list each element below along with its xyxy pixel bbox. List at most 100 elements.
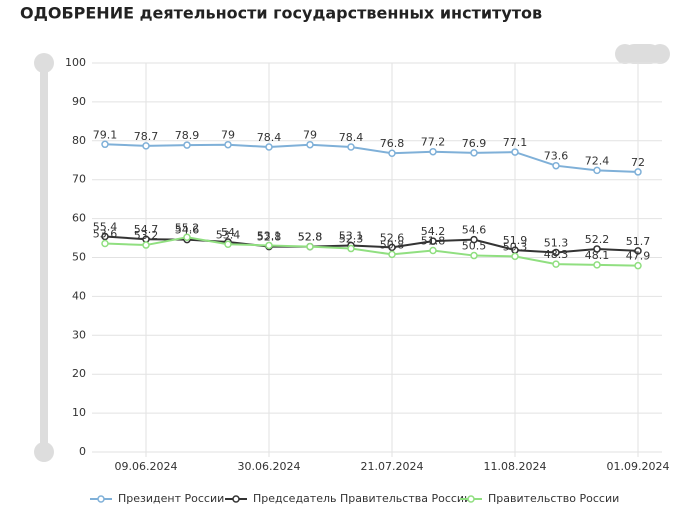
- point: [470, 251, 478, 260]
- data-label: 55.2: [175, 221, 200, 234]
- data-label: 78.4: [257, 131, 282, 144]
- data-label: 54: [221, 226, 235, 239]
- point: [183, 233, 191, 242]
- point: [224, 140, 232, 149]
- legend-marker: [97, 495, 105, 503]
- data-label: 78.4: [339, 131, 364, 144]
- point: [470, 149, 478, 157]
- legend-label: Председатель Правительства России: [253, 492, 471, 505]
- slider-handle-bottom[interactable]: [34, 442, 54, 462]
- data-label: 48.1: [585, 249, 610, 262]
- data-label: 55.4: [93, 220, 118, 233]
- point: [265, 143, 273, 151]
- range-slider[interactable]: [40, 63, 48, 452]
- data-label: 53.6: [93, 227, 118, 240]
- data-label: 50.3: [503, 240, 528, 253]
- point: [347, 244, 355, 253]
- data-label: 54.6: [175, 224, 200, 237]
- point: [306, 242, 314, 251]
- data-label: 54.2: [421, 225, 446, 238]
- x-tick-label: 01.09.2024: [607, 460, 670, 473]
- point: [388, 243, 396, 252]
- data-label: 76.8: [380, 137, 405, 150]
- series-line: [104, 236, 639, 267]
- point: [593, 261, 601, 269]
- legend-marker: [467, 495, 475, 503]
- point: [388, 149, 396, 157]
- x-slider-handle-left[interactable]: [615, 44, 635, 64]
- point: [511, 252, 519, 261]
- data-label: 48.3: [544, 248, 569, 261]
- legend-label: Президент России: [118, 492, 224, 505]
- data-label: 78.9: [175, 129, 200, 142]
- data-label: 53.4: [216, 228, 241, 241]
- y-tick-label: 100: [65, 56, 86, 69]
- data-label: 79: [221, 129, 235, 142]
- y-tick-label: 20: [72, 367, 86, 380]
- point: [388, 250, 396, 259]
- data-label: 79: [303, 129, 317, 142]
- data-label: 50.5: [462, 240, 487, 253]
- data-label: 51.9: [503, 234, 528, 247]
- legend-marker: [232, 495, 240, 503]
- data-label: 53.2: [134, 229, 159, 242]
- point: [101, 140, 109, 149]
- data-label: 52.3: [339, 233, 364, 246]
- data-label: 77.2: [421, 136, 446, 149]
- point: [183, 141, 191, 149]
- data-label: 52.8: [298, 231, 323, 244]
- point: [552, 248, 560, 257]
- data-label: 51.7: [626, 235, 651, 248]
- y-tick-label: 50: [72, 251, 86, 264]
- point: [306, 140, 314, 149]
- point: [101, 232, 109, 241]
- point: [634, 168, 642, 176]
- data-label: 76.9: [462, 137, 487, 150]
- y-tick-label: 0: [79, 445, 86, 458]
- data-label: 52.6: [380, 231, 405, 244]
- y-tick-label: 70: [72, 173, 86, 186]
- data-label: 47.9: [626, 250, 651, 263]
- data-label: 54.7: [134, 223, 159, 236]
- data-label: 51.3: [544, 236, 569, 249]
- y-tick-label: 80: [72, 134, 86, 147]
- point: [634, 261, 642, 270]
- y-tick-label: 90: [72, 95, 86, 108]
- point: [429, 237, 437, 245]
- series-line: [104, 235, 639, 254]
- point: [593, 166, 601, 175]
- data-label: 72.4: [585, 154, 610, 167]
- point: [265, 241, 273, 250]
- point: [552, 260, 560, 268]
- point: [347, 143, 355, 151]
- data-label: 53.1: [257, 229, 282, 242]
- data-label: 51.8: [421, 234, 446, 247]
- point: [429, 147, 437, 156]
- point: [429, 246, 437, 255]
- y-tick-label: 40: [72, 289, 86, 302]
- data-label: 79.1: [93, 128, 118, 141]
- data-label: 77.1: [503, 136, 528, 149]
- data-label: 54.6: [462, 224, 487, 237]
- slider-handle-top[interactable]: [34, 53, 54, 73]
- legend-label: Правительство России: [488, 492, 619, 505]
- point: [224, 240, 232, 249]
- point: [593, 245, 601, 253]
- x-tick-label: 11.08.2024: [484, 460, 547, 473]
- point: [470, 235, 478, 244]
- data-label: 53.1: [339, 229, 364, 242]
- point: [511, 148, 519, 156]
- series-line: [104, 143, 639, 173]
- x-tick-label: 21.07.2024: [361, 460, 424, 473]
- x-slider-handle-right[interactable]: [650, 44, 670, 64]
- data-label: 50.8: [380, 238, 405, 251]
- data-label: 73.6: [544, 150, 569, 163]
- x-tick-label: 30.06.2024: [238, 460, 301, 473]
- data-label: 72: [631, 156, 645, 169]
- point: [142, 142, 150, 150]
- y-tick-label: 60: [72, 212, 86, 225]
- point: [101, 239, 109, 248]
- point: [552, 161, 560, 170]
- y-tick-label: 10: [72, 406, 86, 419]
